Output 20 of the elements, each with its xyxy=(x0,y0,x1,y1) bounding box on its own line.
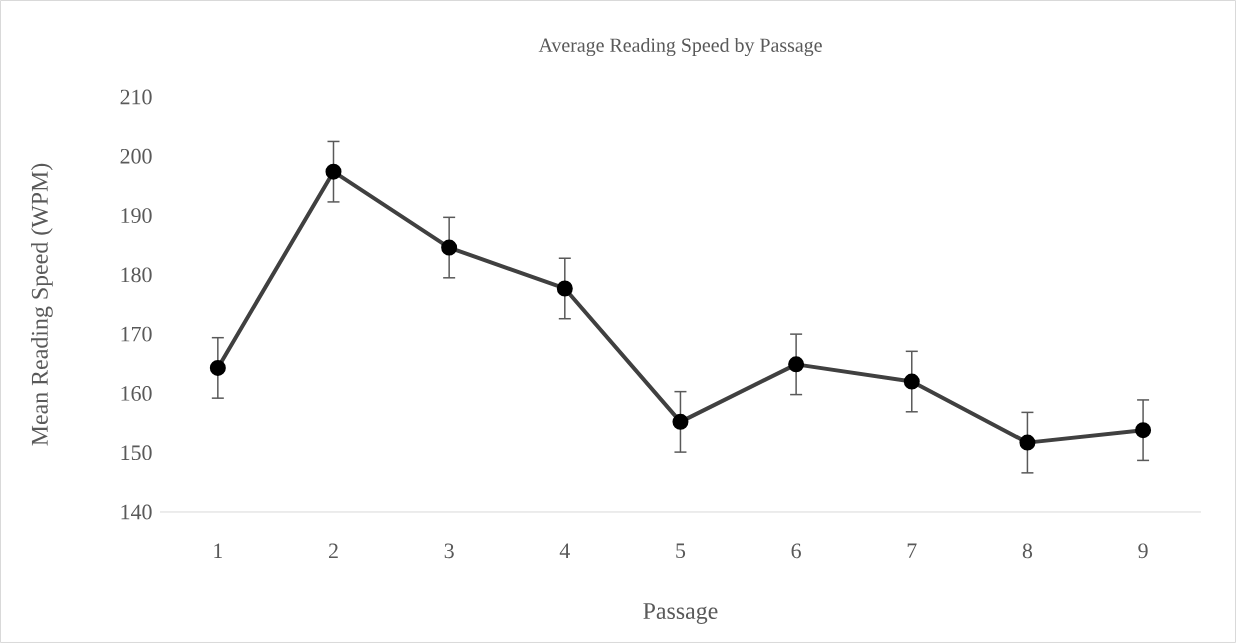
x-tick-label: 4 xyxy=(559,543,570,558)
y-tick-label: 200 xyxy=(120,148,152,164)
x-tick-label: 6 xyxy=(791,543,801,559)
y-tick-label: 210 xyxy=(120,89,152,105)
x-tick-label: 9 xyxy=(1138,543,1148,559)
y-tick-label: 170 xyxy=(121,326,152,342)
x-tick-label: 2 xyxy=(328,543,338,559)
x-tick-label: 8 xyxy=(1022,543,1033,559)
y-tick-label: 180 xyxy=(121,267,152,283)
x-tick-label: 1 xyxy=(214,543,222,558)
y-tick-label: 150 xyxy=(121,445,152,461)
x-tick-label: 5 xyxy=(676,543,686,559)
y-axis-title: Mean Reading Speed (WPM) xyxy=(31,163,53,446)
x-tick-label: 3 xyxy=(444,543,454,559)
chart-title: Average Reading Speed by Passage xyxy=(538,37,822,57)
x-tick-label: 7 xyxy=(907,543,917,558)
y-tick-label: 160 xyxy=(121,386,152,401)
y-tick-label: 140 xyxy=(121,504,152,520)
x-axis-title: Passage xyxy=(643,603,718,624)
y-tick-label: 190 xyxy=(121,208,152,223)
